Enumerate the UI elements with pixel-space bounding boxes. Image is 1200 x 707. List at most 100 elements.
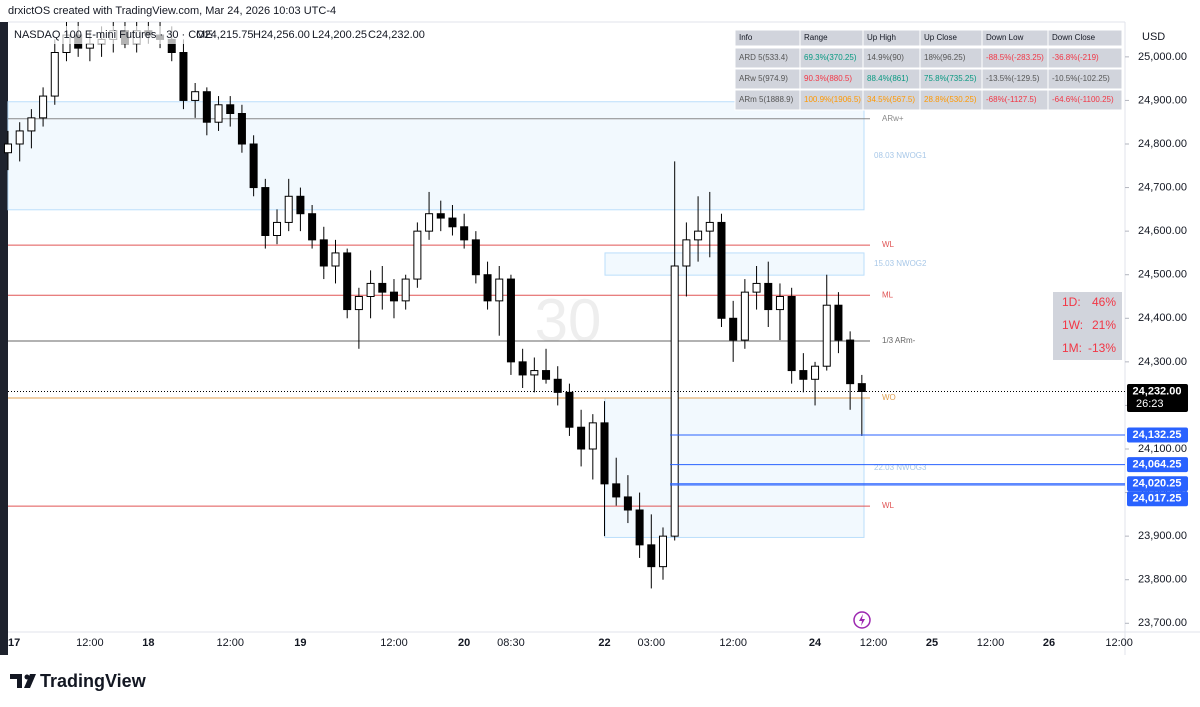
candle-body bbox=[530, 370, 539, 376]
candle-body bbox=[378, 282, 387, 293]
candle-body bbox=[752, 282, 761, 293]
zone bbox=[7, 101, 865, 211]
y-tick-label: 23,800.00 bbox=[1138, 574, 1187, 586]
level-label: WO bbox=[882, 393, 896, 402]
candle-body bbox=[214, 104, 223, 123]
table-header: Up Close bbox=[924, 33, 957, 42]
candle-body bbox=[308, 213, 317, 241]
candle-body bbox=[296, 195, 305, 215]
table-value: 90.3%(880.5) bbox=[804, 74, 852, 83]
candle-body bbox=[787, 296, 796, 372]
table-value: 100.9%(1906.5) bbox=[804, 95, 861, 104]
x-tick-label: 24 bbox=[809, 637, 822, 649]
level-label: ARw+ bbox=[882, 114, 904, 123]
caption-bar bbox=[0, 0, 1200, 22]
candle-body bbox=[261, 187, 270, 236]
table-value: 75.8%(735.25) bbox=[924, 74, 977, 83]
price-tag bbox=[1127, 491, 1188, 507]
table-value: ARw 5(974.9) bbox=[739, 74, 788, 83]
candle-body bbox=[425, 213, 434, 232]
ohlc-value: H24,256.00 bbox=[253, 29, 310, 41]
candle-body bbox=[588, 422, 597, 450]
x-tick-label: 26 bbox=[1043, 637, 1055, 649]
candle-body bbox=[846, 339, 855, 385]
table-cell bbox=[1047, 47, 1123, 69]
ohlc-value: O24,215.75 bbox=[196, 29, 254, 41]
countdown: 26:23 bbox=[1136, 398, 1164, 410]
table-value: ARD 5(533.4) bbox=[739, 53, 788, 62]
price-tag-label: 24,020.25 bbox=[1133, 478, 1182, 490]
table-value: 34.5%(567.5) bbox=[867, 95, 915, 104]
table-header: Info bbox=[739, 33, 753, 42]
candle-body bbox=[343, 252, 352, 311]
price-tag-label: 24,232.00 bbox=[1133, 385, 1182, 397]
candle-body bbox=[635, 509, 644, 546]
plot: 08.03 NWOG1 15.03 NWOG2 22.03 NWOG3 23,700.… bbox=[3, 22, 1188, 649]
x-tick-label: 12:00 bbox=[216, 637, 244, 649]
y-tick-label: 24,700.00 bbox=[1138, 181, 1187, 193]
performance-value: 46% bbox=[1092, 295, 1116, 309]
candle-body bbox=[202, 91, 211, 123]
y-tick-label: 24,400.00 bbox=[1138, 312, 1187, 324]
table-value: -64.6%(-1100.25) bbox=[1052, 95, 1114, 104]
performance-label: 1D: bbox=[1062, 295, 1081, 309]
table-header: Down Low bbox=[986, 33, 1024, 42]
event-icon[interactable] bbox=[853, 611, 871, 629]
y-tick-label: 23,900.00 bbox=[1138, 530, 1187, 542]
x-tick-label: 20 bbox=[458, 637, 470, 649]
x-tick-label: 19 bbox=[294, 637, 306, 649]
event-icon bbox=[859, 614, 865, 626]
performance-value: -13% bbox=[1088, 341, 1116, 355]
x-tick-label: 08:30 bbox=[497, 637, 525, 649]
price-tag bbox=[1127, 383, 1188, 412]
level-label: WL bbox=[882, 240, 895, 249]
candle-body bbox=[354, 296, 363, 311]
candle-body bbox=[775, 296, 784, 311]
candle-body bbox=[401, 278, 410, 302]
zone-label: 22.03 NWOG3 bbox=[874, 463, 927, 472]
performance: 1D: 46% 1W: 21% 1M: -13% bbox=[1053, 292, 1122, 360]
zone-label: 15.03 NWOG2 bbox=[874, 259, 927, 268]
candle-body bbox=[799, 370, 808, 380]
logo bbox=[10, 674, 36, 688]
y-tick-label: 24,100.00 bbox=[1138, 443, 1187, 455]
price-tag bbox=[1127, 457, 1188, 473]
watermark: 30 bbox=[535, 287, 602, 354]
table-value: 88.4%(861) bbox=[867, 74, 909, 83]
price-tag bbox=[1127, 427, 1188, 443]
candle-body bbox=[237, 113, 246, 145]
x-tick-label: 25 bbox=[926, 637, 938, 649]
y-tick-label: 24,800.00 bbox=[1138, 138, 1187, 150]
candle-body bbox=[565, 391, 574, 428]
candle-body bbox=[694, 230, 703, 241]
x-tick-label: 17 bbox=[8, 637, 20, 649]
y-tick-label: 24,300.00 bbox=[1138, 356, 1187, 368]
candle-body bbox=[506, 278, 515, 363]
candle-body bbox=[647, 544, 656, 568]
candle-body bbox=[366, 282, 375, 297]
candle-body bbox=[191, 91, 200, 101]
footer bbox=[0, 655, 1200, 707]
candle-body bbox=[3, 143, 13, 154]
zone bbox=[604, 397, 865, 538]
ohlc-value: L24,200.25 bbox=[312, 29, 367, 41]
x-tick-label: 12:00 bbox=[380, 637, 408, 649]
table-header: Up High bbox=[867, 33, 896, 42]
candle-body bbox=[764, 282, 773, 311]
x-tick-label: 12:00 bbox=[860, 637, 888, 649]
candle-body bbox=[50, 52, 59, 97]
candle-body bbox=[705, 221, 714, 232]
candle-body bbox=[857, 383, 866, 392]
table-value: -10.5%(-102.25) bbox=[1052, 74, 1110, 83]
ohlc: O24,215.75 H24,256.00 L24,200.25 C24,232.00 bbox=[196, 29, 425, 41]
brand: TradingView bbox=[40, 671, 147, 691]
candle-body bbox=[15, 130, 24, 145]
x-tick-label: 18 bbox=[142, 637, 154, 649]
ohlc-value: C24,232.00 bbox=[368, 29, 425, 41]
x-tick-label: 12:00 bbox=[719, 637, 747, 649]
table-cell bbox=[1047, 29, 1123, 47]
candle-body bbox=[483, 274, 492, 302]
symbol: NASDAQ 100 E-mini Futures · 30 · CME bbox=[14, 29, 213, 41]
